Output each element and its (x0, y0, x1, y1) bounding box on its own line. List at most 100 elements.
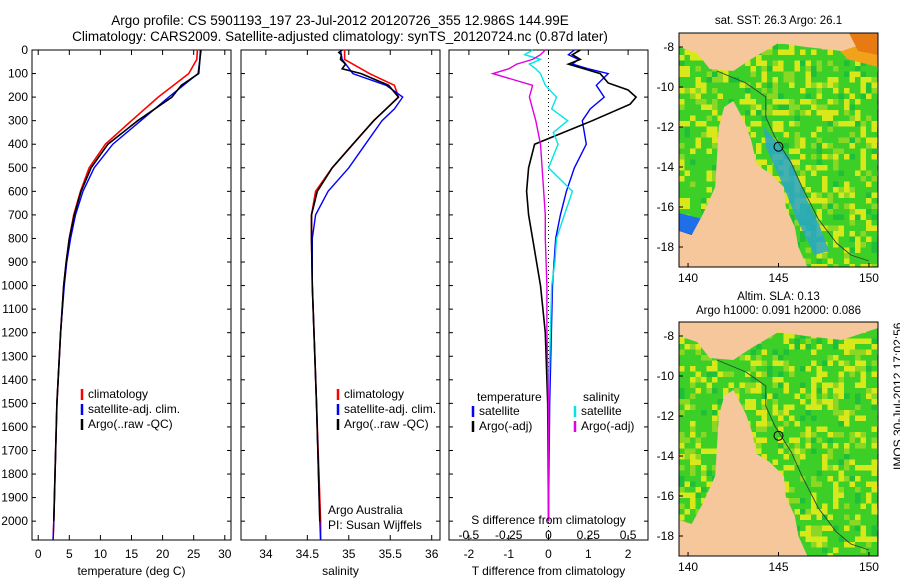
sst-map-ocean-cell (783, 198, 789, 204)
sst-map-ocean-cell (783, 49, 789, 55)
salinity-x-tick-label: 35.5 (379, 547, 403, 561)
sla-map-ocean-cell (679, 487, 685, 493)
sla-map-ocean-cell (679, 432, 685, 438)
sst-map-ocean-cell (756, 55, 762, 61)
sla-map-ocean-cell (871, 399, 877, 405)
sst-map-ocean-cell (855, 60, 861, 66)
sla-map-ocean-cell (750, 432, 756, 438)
sla-map-ocean-cell (822, 454, 828, 460)
sla-map-ocean-cell (761, 371, 767, 377)
sst-map-ocean-cell (822, 198, 828, 204)
sla-map-ocean-cell (844, 476, 850, 482)
sla-map-ocean-cell (701, 498, 707, 504)
sla-map-ocean-cell (805, 426, 811, 432)
temperature-y-tick-label: 2000 (1, 514, 28, 528)
sla-map-ocean-cell (783, 333, 789, 339)
sst-map-ocean-cell (800, 60, 806, 66)
sla-map-ocean-cell (844, 514, 850, 520)
sla-map-ocean-cell (833, 355, 839, 361)
sst-map-ocean-cell (827, 209, 833, 215)
sla-map-ocean-cell (811, 404, 817, 410)
sst-map-ocean-cell (860, 159, 866, 165)
sst-map-ocean-cell (860, 176, 866, 182)
sla-map-ocean-cell (833, 410, 839, 416)
sla-map-ocean-cell (822, 371, 828, 377)
sla-map-ocean-cell (761, 360, 767, 366)
sla-map-ocean-cell (701, 377, 707, 383)
sla-map-ocean-cell (811, 399, 817, 405)
sla-map-ocean-cell (684, 509, 690, 515)
sst-map-ocean-cell (833, 236, 839, 242)
sla-map-ocean-cell (844, 410, 850, 416)
sst-map-ocean-cell (816, 60, 822, 66)
salinity-x-tick-label: 36 (425, 547, 439, 561)
sla-map-ocean-cell (728, 382, 734, 388)
sst-map-map-body (679, 33, 878, 267)
temperature-y-tick-label: 1700 (1, 443, 28, 457)
temperature-x-tick-label: 5 (66, 547, 73, 561)
sst-map-ocean-cell (684, 49, 690, 55)
sla-map-ocean-cell (844, 465, 850, 471)
sla-map-ocean-cell (827, 476, 833, 482)
sst-map-ocean-cell (712, 170, 718, 176)
sla-map-ocean-cell (866, 366, 872, 372)
sla-map-ocean-cell (684, 344, 690, 350)
sla-map-ocean-cell (811, 503, 817, 509)
sst-map-ocean-cell (860, 126, 866, 132)
sla-map-ocean-cell (794, 459, 800, 465)
sla-map-ocean-cell (717, 371, 723, 377)
sla-map-ocean-cell (800, 476, 806, 482)
sst-map-ocean-cell (805, 165, 811, 171)
temperature-y-tick-label: 1400 (1, 373, 28, 387)
sla-map-ocean-cell (816, 525, 822, 531)
sst-map-ocean-cell (855, 209, 861, 215)
sst-map-ocean-cell (822, 187, 828, 193)
sst-map-ocean-cell (822, 115, 828, 121)
differences-series-temperature-argo-adj- (525, 49, 638, 522)
sst-map-ocean-cell (833, 187, 839, 193)
sla-map-ocean-cell (855, 360, 861, 366)
sla-map-ocean-cell (827, 465, 833, 471)
sla-map-ocean-cell (734, 393, 740, 399)
sst-map-ocean-cell (789, 77, 795, 83)
diff-top-tick-label: 0.5 (620, 528, 637, 542)
sst-map-ocean-cell (833, 264, 839, 267)
sla-map-ocean-cell (860, 465, 866, 471)
sst-map-ocean-cell (706, 187, 712, 193)
sst-map-ocean-cell (745, 82, 751, 88)
sla-map-ocean-cell (838, 377, 844, 383)
sla-map-ocean-cell (827, 448, 833, 454)
sla-map-ocean-cell (860, 432, 866, 438)
sst-map-ocean-cell (833, 231, 839, 237)
sla-map-ocean-cell (871, 360, 877, 366)
sla-map-ocean-cell (849, 349, 855, 355)
sla-map-ocean-cell (855, 382, 861, 388)
sla-map-ocean-cell (679, 338, 685, 344)
sst-map-ocean-cell (844, 203, 850, 209)
sst-map-ocean-cell (811, 198, 817, 204)
sst-map-ocean-cell (827, 154, 833, 160)
sst-map-ocean-cell (756, 60, 762, 66)
differences-x-tick-label: 1 (585, 547, 592, 561)
sla-map-ocean-cell (750, 377, 756, 383)
sst-map-ocean-cell (690, 93, 696, 99)
sst-map-ocean-cell (684, 132, 690, 138)
sst-map-ocean-cell (838, 137, 844, 143)
sst-map-ocean-cell (871, 247, 877, 253)
sst-map-ocean-cell (712, 110, 718, 116)
sst-map-ocean-cell (816, 104, 822, 110)
sla-map-ocean-cell (811, 388, 817, 394)
sla-map-ocean-cell (712, 388, 718, 394)
sst-map-ocean-cell (833, 99, 839, 105)
sla-map-ocean-cell (679, 476, 685, 482)
sst-map-ocean-cell (844, 192, 850, 198)
sla-map-ocean-cell (800, 448, 806, 454)
sla-map-ocean-cell (838, 393, 844, 399)
sla-map-ocean-cell (794, 498, 800, 504)
sla-map-ocean-cell (811, 432, 817, 438)
sst-map-ocean-cell (684, 71, 690, 77)
temperature-y-tick-label: 700 (8, 208, 28, 222)
sst-map-ocean-cell (855, 115, 861, 121)
sla-map-y-tick-label: -12 (657, 409, 675, 423)
